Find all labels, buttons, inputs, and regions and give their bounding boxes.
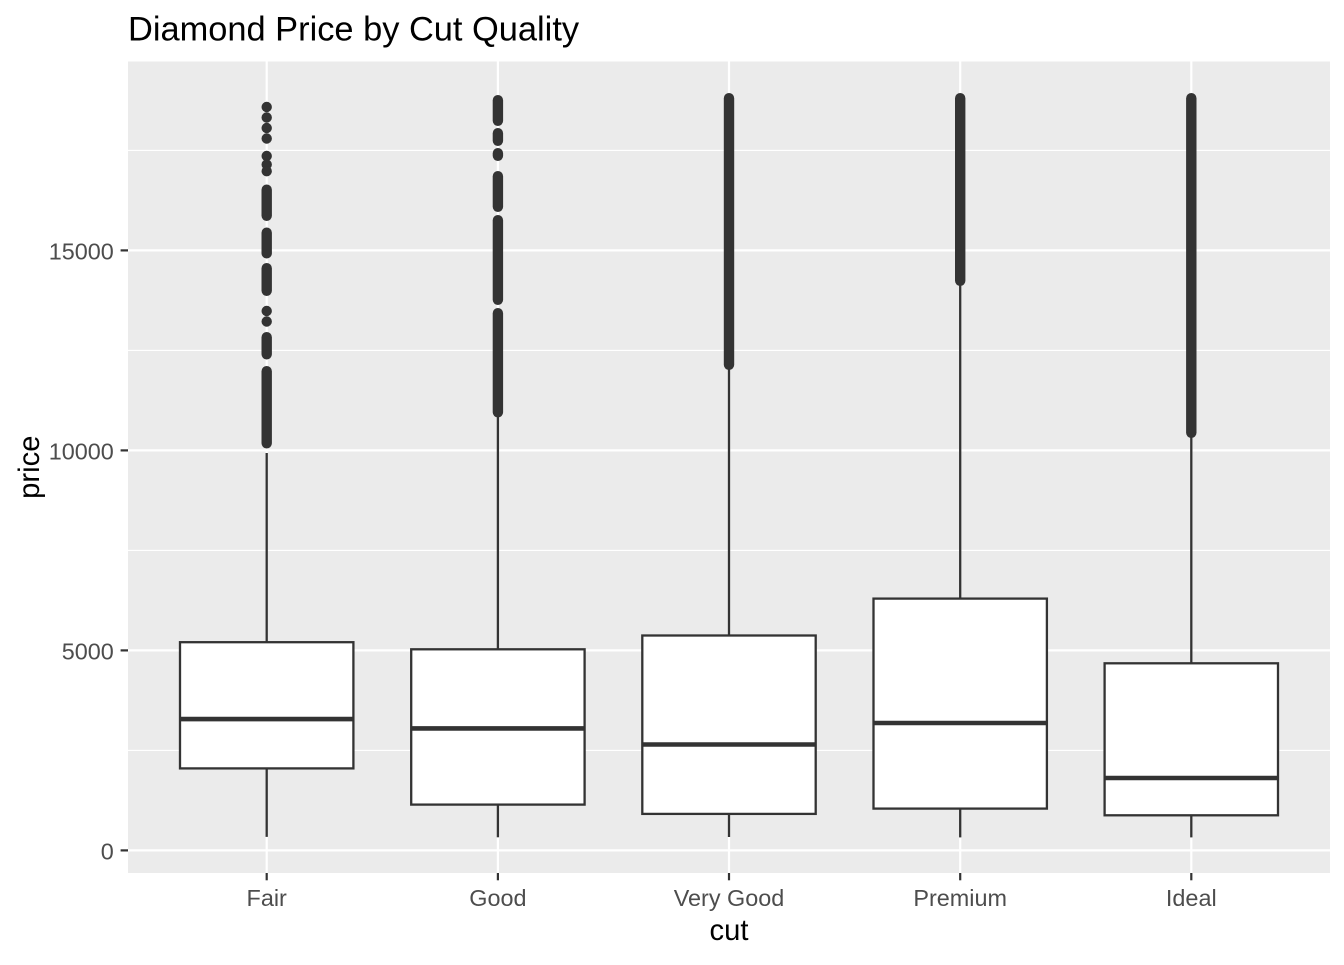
svg-text:price: price [14,436,46,499]
svg-text:cut: cut [710,915,749,947]
svg-text:0: 0 [101,838,114,864]
svg-text:15000: 15000 [49,238,114,264]
svg-text:Good: Good [469,885,526,911]
svg-text:Premium: Premium [913,885,1007,911]
svg-text:Ideal: Ideal [1166,885,1217,911]
svg-text:5000: 5000 [62,638,114,664]
svg-text:10000: 10000 [49,438,114,464]
svg-text:Very Good: Very Good [674,885,785,911]
svg-text:Diamond Price by Cut Quality: Diamond Price by Cut Quality [128,11,580,49]
svg-text:Fair: Fair [247,885,287,911]
